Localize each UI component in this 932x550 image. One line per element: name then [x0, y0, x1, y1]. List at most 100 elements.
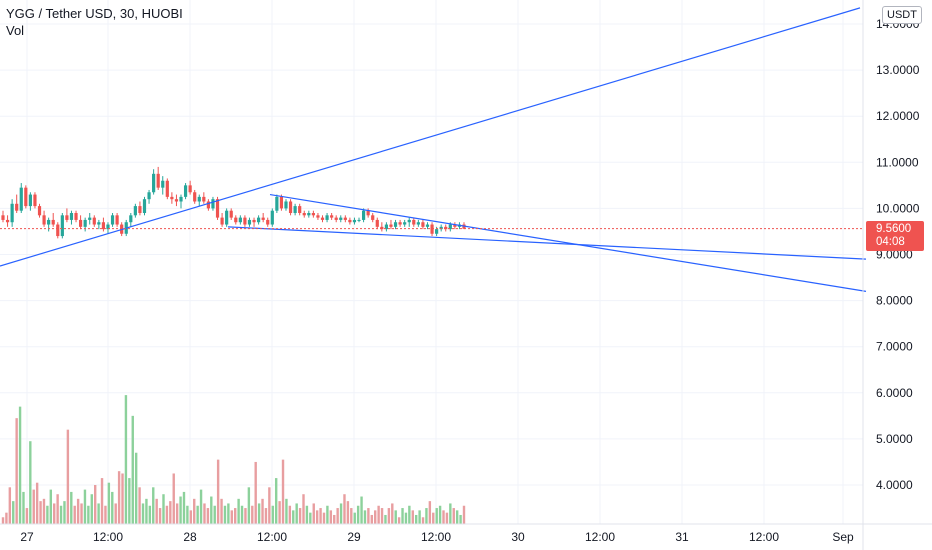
candle — [279, 194, 284, 211]
volume-bar — [435, 508, 438, 524]
volume-bar — [83, 489, 87, 524]
volume-bar — [15, 418, 18, 524]
candle-body — [425, 224, 430, 227]
candle — [65, 208, 69, 223]
candle-body — [371, 215, 375, 220]
volume-bar — [18, 406, 22, 524]
volume-bar — [155, 498, 158, 524]
candle-body — [56, 224, 60, 237]
volume-bar — [459, 514, 462, 524]
candle — [152, 169, 156, 195]
candle — [261, 213, 265, 223]
candle-body — [343, 217, 347, 220]
candle — [416, 219, 420, 227]
candle-body — [320, 217, 325, 220]
volume-bar — [12, 501, 15, 524]
volume-bar — [350, 508, 353, 524]
candle-body — [161, 180, 165, 188]
candle-body — [133, 206, 137, 216]
volume-bar — [124, 395, 128, 524]
volume-bar — [189, 510, 193, 524]
volume-bar — [428, 501, 432, 524]
grid-lines — [0, 0, 863, 524]
volume-bar — [288, 505, 292, 524]
volume-bar — [199, 489, 203, 524]
candle — [138, 201, 142, 216]
candle — [161, 176, 165, 195]
candle-body — [10, 203, 14, 223]
time-tick-label: Sep — [832, 530, 854, 544]
currency-unit-badge[interactable]: USDT — [882, 6, 922, 24]
candle — [74, 210, 78, 223]
candle — [234, 215, 238, 225]
volume-bar — [210, 496, 213, 524]
price-tick-label: 13.0000 — [876, 63, 920, 77]
price-tick-label: 4.0000 — [876, 478, 913, 492]
candle-body — [284, 201, 288, 209]
candle — [421, 219, 425, 230]
volume-bar — [138, 487, 141, 524]
candle-body — [156, 173, 160, 188]
candle — [407, 217, 411, 227]
candle-body — [47, 219, 51, 225]
candle-body — [298, 206, 302, 214]
candle-body — [257, 217, 261, 223]
volume-bar — [22, 491, 25, 524]
candle-body — [407, 219, 411, 223]
candle-body — [202, 196, 206, 202]
candle — [165, 178, 169, 200]
time-axis[interactable]: 27 12:00 28 12:00 29 12:00 30 12:00 31 12:00 Sep — [20, 530, 854, 544]
candle-body — [193, 192, 197, 202]
volume-bar — [274, 478, 278, 524]
candle-body — [83, 219, 87, 227]
candle — [316, 213, 320, 220]
candle-body — [266, 219, 270, 225]
volume-bar — [76, 498, 80, 524]
candle-body — [279, 196, 284, 209]
candle — [453, 222, 457, 230]
candle-body — [92, 217, 96, 225]
candle — [101, 217, 106, 232]
candle-body — [78, 219, 83, 227]
volume-bar — [63, 501, 66, 524]
candle-body — [288, 201, 293, 214]
price-tick-label: 10.0000 — [876, 201, 920, 215]
price-axis[interactable]: 14.000013.000012.000011.000010.00009.000… — [876, 17, 920, 492]
volume-bar — [343, 494, 346, 524]
volume-bar — [107, 482, 111, 524]
candle-body — [275, 196, 279, 211]
candle-body — [97, 222, 101, 225]
candle-body — [366, 210, 370, 216]
candle — [1, 210, 5, 223]
candle — [225, 208, 229, 227]
symbol-title[interactable]: YGG / Tether USD, 30, HUOBI — [6, 6, 183, 21]
candle-body — [197, 196, 201, 202]
candle — [393, 219, 398, 230]
volume-bar — [374, 510, 377, 524]
volume-bar — [336, 508, 339, 524]
candle — [88, 213, 92, 225]
candle-body — [106, 224, 110, 230]
candle — [28, 192, 32, 211]
candle-body — [238, 217, 242, 223]
volume-bar — [162, 494, 165, 524]
candle-body — [439, 226, 443, 230]
trendlines[interactable] — [0, 7, 867, 292]
candle-body — [444, 226, 448, 230]
volume-bar — [367, 508, 370, 524]
volume-bar — [261, 498, 264, 524]
volume-bar — [387, 508, 391, 524]
candle — [339, 215, 343, 223]
volume-bar — [418, 510, 421, 524]
time-tick-label: 30 — [511, 530, 525, 544]
candle — [330, 213, 334, 220]
candle-body — [115, 215, 119, 225]
volume-bar — [8, 487, 12, 524]
volume-bar — [268, 487, 271, 524]
candle-body — [339, 217, 343, 220]
candle-body — [243, 217, 247, 225]
volume-indicator-label[interactable]: Vol — [6, 23, 25, 38]
candle-body — [129, 215, 133, 223]
price-tick-label: 8.0000 — [876, 294, 913, 308]
